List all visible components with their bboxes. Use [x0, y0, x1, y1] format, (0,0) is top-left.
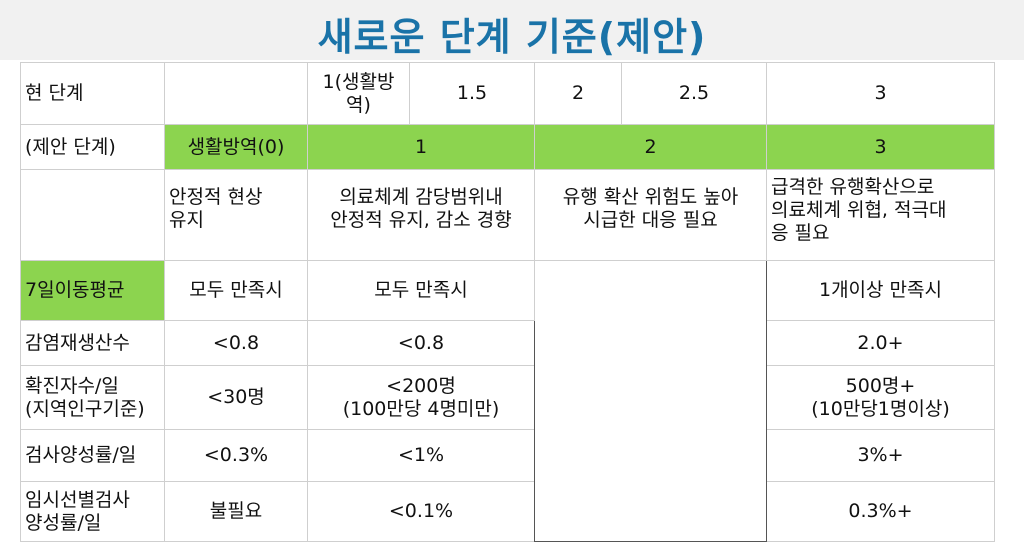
row-label: 검사양성률/일 [20, 429, 165, 482]
cell: 1.5 [409, 62, 535, 125]
row-label: (제안 단계) [20, 124, 165, 170]
table-row: 안정적 현상 유지 의료체계 감당범위내 안정적 유지, 감소 경향 유행 확산… [20, 169, 995, 261]
cell: 3 [766, 62, 995, 125]
table-row: (제안 단계) 생활방역(0) 1 2 3 [20, 124, 995, 170]
row-label: 임시선별검사 양성률/일 [20, 481, 165, 542]
table-row: 감염재생산수 <0.8 <0.8 2.0+ [20, 320, 995, 366]
table-row: 현 단계 1(생활방 역) 1.5 2 2.5 3 [20, 62, 995, 125]
cell: <0.3% [164, 429, 308, 482]
cell: 2.5 [621, 62, 767, 125]
cell [164, 62, 308, 125]
row-label: 현 단계 [20, 62, 165, 125]
stage-cell: 1 [307, 124, 535, 170]
cell: 1(생활방 역) [307, 62, 410, 125]
cell: 1개이상 만족시 [766, 260, 995, 321]
table-row: 확진자수/일 (지역인구기준) <30명 <200명 (100만당 4명미만) … [20, 365, 995, 430]
row-label: 확진자수/일 (지역인구기준) [20, 365, 165, 430]
cell: 급격한 유행확산으로 의료체계 위협, 적극대 응 필요 [766, 169, 995, 261]
cell: 500명+ (10만당1명이상) [766, 365, 995, 430]
row-label: 7일이동평균 [20, 260, 165, 321]
cell: <30명 [164, 365, 308, 430]
stage-criteria-table: 현 단계 1(생활방 역) 1.5 2 2.5 3 (제안 단계) 생활방역(0… [20, 62, 995, 542]
cell: 의료체계 감당범위내 안정적 유지, 감소 경향 [307, 169, 535, 261]
cell: 모두 만족시 [307, 260, 535, 321]
cell: <0.1% [307, 481, 535, 542]
cell: 3%+ [766, 429, 995, 482]
stage-cell: 2 [534, 124, 767, 170]
stage-cell: 생활방역(0) [164, 124, 308, 170]
table-row: 검사양성률/일 <0.3% <1% 3%+ [20, 429, 995, 482]
title-band [0, 0, 1024, 60]
cell: 2.0+ [766, 320, 995, 366]
row-label: 감염재생산수 [20, 320, 165, 366]
cell: <200명 (100만당 4명미만) [307, 365, 535, 430]
row-label [20, 169, 165, 261]
cell: <0.8 [164, 320, 308, 366]
cell: <0.8 [307, 320, 535, 366]
empty-block [534, 260, 767, 542]
cell: 안정적 현상 유지 [164, 169, 308, 261]
cell: 0.3%+ [766, 481, 995, 542]
cell: 불필요 [164, 481, 308, 542]
cell: <1% [307, 429, 535, 482]
table-row: 임시선별검사 양성률/일 불필요 <0.1% 0.3%+ [20, 481, 995, 542]
stage-cell: 3 [766, 124, 995, 170]
page-title: 새로운 단계 기준(제안) [317, 15, 707, 59]
cell: 2 [534, 62, 622, 125]
table-row: 7일이동평균 모두 만족시 모두 만족시 1개이상 만족시 [20, 260, 995, 542]
cell: 모두 만족시 [164, 260, 308, 321]
cell: 유행 확산 위험도 높아 시급한 대응 필요 [534, 169, 767, 261]
